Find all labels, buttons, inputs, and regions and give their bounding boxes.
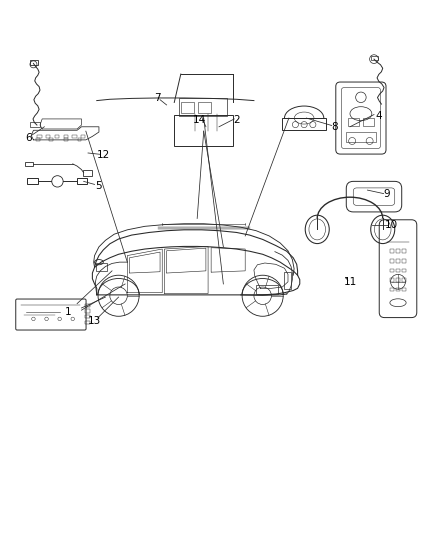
Bar — [284, 272, 291, 289]
Bar — [181, 102, 194, 113]
Text: 1: 1 — [65, 308, 72, 317]
Bar — [390, 278, 394, 282]
Bar — [83, 171, 92, 176]
Text: 12: 12 — [97, 150, 110, 160]
Bar — [36, 138, 39, 141]
Bar — [402, 259, 406, 263]
Bar — [396, 249, 400, 253]
Bar — [363, 118, 374, 126]
Bar — [55, 135, 59, 138]
Bar — [85, 315, 90, 318]
Text: 14: 14 — [193, 115, 206, 125]
Bar — [390, 249, 394, 253]
Bar — [46, 135, 50, 138]
Bar — [27, 179, 38, 184]
Text: 11: 11 — [343, 277, 357, 287]
Bar — [396, 269, 400, 272]
Bar — [396, 278, 400, 282]
Bar — [198, 102, 212, 113]
Bar — [64, 138, 68, 141]
Bar — [179, 99, 226, 116]
Bar — [64, 135, 68, 138]
Bar — [371, 56, 378, 60]
Bar — [85, 321, 90, 324]
Bar — [402, 249, 406, 253]
Text: 13: 13 — [88, 316, 101, 326]
Bar — [72, 135, 77, 138]
Bar — [77, 179, 87, 184]
Bar — [402, 278, 406, 282]
Bar — [348, 118, 359, 126]
Text: 5: 5 — [95, 181, 102, 191]
Text: 9: 9 — [384, 189, 390, 199]
Bar — [85, 304, 90, 307]
Text: 10: 10 — [385, 220, 398, 230]
Bar — [49, 138, 53, 141]
Text: 6: 6 — [25, 133, 32, 143]
Bar — [96, 263, 107, 271]
Bar — [390, 288, 394, 292]
Text: 8: 8 — [332, 122, 338, 132]
Bar — [25, 161, 32, 166]
Bar — [30, 123, 40, 127]
Bar — [346, 133, 376, 142]
Bar — [37, 135, 42, 138]
Bar — [396, 288, 400, 292]
Bar — [85, 309, 90, 313]
Bar — [402, 269, 406, 272]
Text: 2: 2 — [233, 115, 240, 125]
Bar — [396, 259, 400, 263]
Bar — [390, 259, 394, 263]
Bar — [283, 118, 326, 130]
Bar — [256, 285, 278, 294]
Text: 4: 4 — [375, 111, 381, 121]
Text: 7: 7 — [155, 93, 161, 103]
Bar — [81, 135, 85, 138]
Bar — [30, 60, 38, 65]
Bar — [174, 115, 233, 147]
Bar — [390, 269, 394, 272]
Bar — [402, 288, 406, 292]
Bar — [78, 138, 81, 141]
